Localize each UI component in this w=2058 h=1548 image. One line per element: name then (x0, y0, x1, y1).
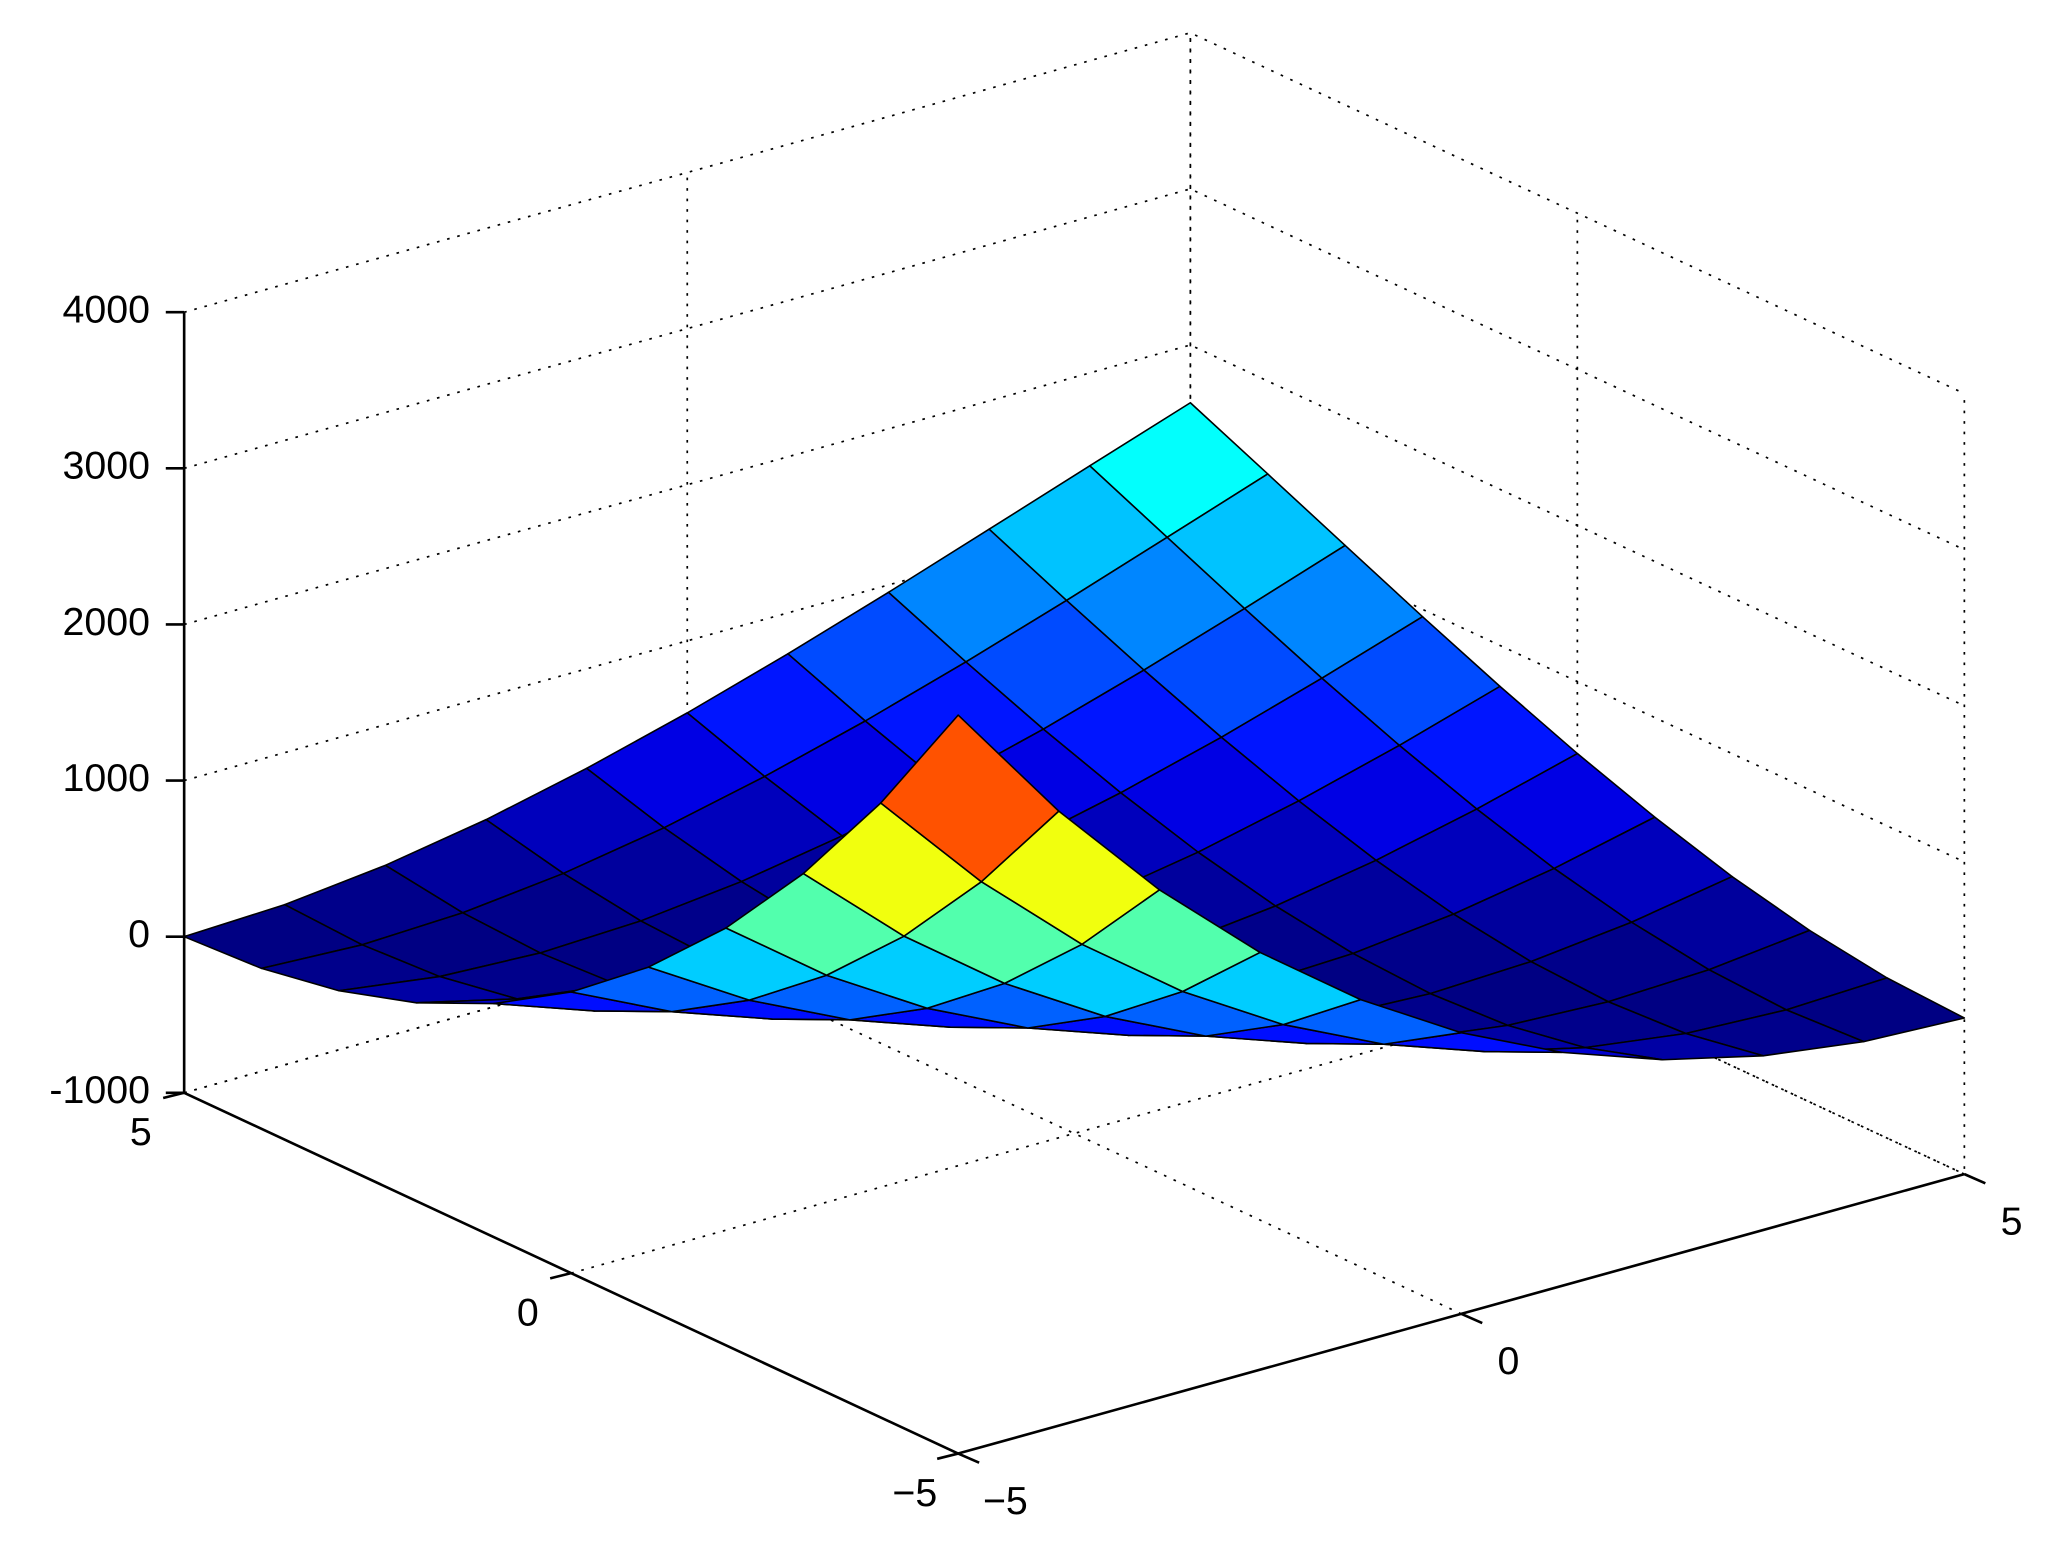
x-axis (957, 1172, 1965, 1455)
x-tick (1963, 1172, 1986, 1185)
y-tick (549, 1271, 572, 1280)
z-tick-label: 0 (128, 912, 150, 956)
grid-line (183, 31, 1965, 395)
z-tick-label: 1000 (63, 756, 151, 800)
y-tick-label: −5 (892, 1471, 937, 1515)
grid-line (686, 172, 1462, 1315)
grid-line (570, 213, 1579, 1274)
grid-line (183, 500, 1965, 863)
z-tick-label: 4000 (63, 288, 151, 332)
y-tick-label: 0 (517, 1291, 539, 1335)
surface-face (879, 714, 1060, 883)
z-tick-label: -1000 (49, 1068, 150, 1112)
y-tick-label: 5 (130, 1110, 152, 1154)
x-tick-label: 5 (2001, 1199, 2023, 1243)
x-tick (1460, 1312, 1483, 1325)
x-tick-label: 0 (1498, 1339, 1520, 1383)
y-tick (936, 1452, 959, 1461)
grid-line (183, 188, 1965, 551)
y-tick (162, 1091, 185, 1100)
z-tick-label: 3000 (63, 444, 151, 488)
grid-line (183, 344, 1965, 707)
x-tick-label: −5 (983, 1479, 1028, 1523)
x-tick (957, 1452, 980, 1464)
z-tick-label: 2000 (63, 600, 151, 644)
